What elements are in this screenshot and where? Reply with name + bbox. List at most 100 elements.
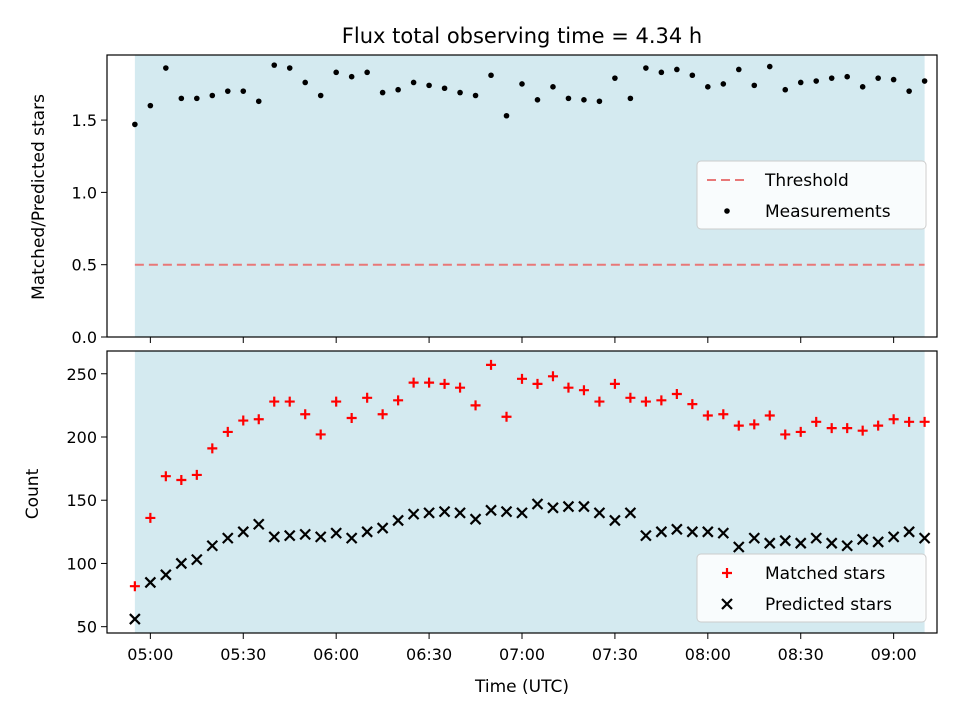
predicted-star-point bbox=[252, 518, 265, 531]
matched-star-point bbox=[609, 378, 620, 389]
legend-label: Threshold bbox=[764, 171, 849, 191]
y-tick-label: 0.5 bbox=[72, 256, 97, 275]
measurement-point bbox=[689, 72, 696, 79]
predicted-star-point bbox=[237, 526, 250, 538]
predicted-star-point bbox=[206, 539, 219, 552]
matched-star-point bbox=[253, 414, 264, 425]
y-tick-label: 50 bbox=[77, 618, 97, 637]
matched-star-point bbox=[470, 400, 481, 411]
measurement-point bbox=[534, 97, 541, 103]
predicted-star-point bbox=[268, 531, 281, 543]
predicted-star-point bbox=[655, 526, 668, 538]
x-axis-label: Time (UTC) bbox=[474, 677, 569, 697]
matched-star-point bbox=[331, 396, 342, 407]
predicted-star-point bbox=[825, 537, 838, 549]
matched-star-point bbox=[888, 414, 899, 425]
matched-star-point bbox=[640, 396, 651, 407]
measurement-point bbox=[240, 88, 247, 94]
measurement-point bbox=[797, 79, 804, 86]
measurement-point bbox=[379, 89, 386, 96]
y-tick-label: 150 bbox=[66, 491, 97, 510]
axes-frame bbox=[106, 54, 938, 338]
legend-label: Measurements bbox=[765, 202, 891, 222]
y-tick-label: 1.5 bbox=[72, 111, 97, 130]
matched-star-point bbox=[455, 382, 466, 393]
matched-star-point bbox=[873, 420, 884, 431]
matched-star-point bbox=[749, 419, 760, 430]
matched-star-point bbox=[702, 410, 713, 421]
matched-star-point bbox=[671, 388, 682, 399]
y-tick-label: 250 bbox=[66, 365, 97, 384]
matched-star-point bbox=[346, 413, 357, 424]
axes-frame bbox=[106, 350, 938, 634]
measurement-point bbox=[457, 89, 463, 96]
matched-star-point bbox=[300, 409, 311, 420]
measurement-point bbox=[426, 82, 432, 89]
predicted-star-point bbox=[531, 498, 544, 510]
matched-star-point bbox=[269, 396, 280, 407]
ratio-panel: 0.0 0.5 1.0 1.5 Threshold Measurements bbox=[72, 54, 938, 347]
measurement-point bbox=[209, 92, 216, 99]
measurement-point bbox=[317, 92, 324, 99]
measurement-point bbox=[782, 86, 789, 93]
measurement-point bbox=[286, 65, 293, 71]
matched-star-point bbox=[625, 392, 636, 403]
x-tick-label: 06:30 bbox=[406, 645, 452, 664]
matched-star-point bbox=[594, 396, 605, 407]
predicted-star-point bbox=[160, 569, 172, 581]
x-tick-label: 05:30 bbox=[220, 645, 266, 664]
predicted-star-point bbox=[361, 526, 373, 538]
predicted-star-point bbox=[671, 523, 683, 536]
count-panel: 50 100 150 200 250 05:00 05:30 06:00 06:30 07:00 0… bbox=[66, 350, 938, 664]
x-tick-label: 07:00 bbox=[499, 645, 545, 664]
matched-star-point bbox=[811, 416, 822, 427]
measurement-point bbox=[906, 88, 912, 94]
predicted-star-point bbox=[686, 526, 699, 538]
matched-star-point bbox=[857, 425, 868, 436]
measurement-point bbox=[890, 76, 897, 83]
matched-star-point bbox=[532, 378, 543, 389]
matched-star-point bbox=[145, 512, 156, 523]
matched-star-point bbox=[501, 411, 512, 422]
measurement-point bbox=[302, 79, 309, 86]
predicted-star-point bbox=[469, 513, 482, 525]
y-tick-label: 0.0 bbox=[72, 328, 97, 347]
measurement-point bbox=[627, 95, 634, 102]
predicted-star-point bbox=[856, 533, 869, 546]
matched-star-point bbox=[764, 410, 775, 421]
measurement-point bbox=[472, 92, 479, 99]
y-tick-label: 200 bbox=[66, 428, 97, 447]
predicted-star-point bbox=[593, 507, 606, 519]
measurement-point bbox=[441, 85, 448, 92]
predicted-star-point bbox=[702, 526, 714, 538]
matched-star-point bbox=[842, 423, 853, 434]
legend-box bbox=[696, 160, 927, 230]
y-axis-label-ratio: Matched/Predicted stars bbox=[29, 94, 49, 300]
measurement-point bbox=[224, 88, 231, 94]
measurement-point bbox=[859, 84, 866, 90]
y-tick-label: 100 bbox=[66, 554, 97, 573]
predicted-star-point bbox=[794, 537, 807, 549]
x-tick-label: 08:00 bbox=[685, 645, 731, 664]
predicted-star-point bbox=[500, 505, 513, 518]
measurement-point bbox=[921, 78, 928, 84]
predicted-star-point bbox=[717, 527, 730, 539]
predicted-star-point bbox=[640, 529, 652, 542]
measurement-point bbox=[132, 121, 138, 128]
predicted-star-point bbox=[748, 532, 761, 544]
matched-star-point bbox=[780, 429, 791, 440]
measurement-point bbox=[565, 95, 572, 102]
measurement-point bbox=[395, 86, 401, 93]
predicted-star-point bbox=[485, 504, 497, 517]
x-tick-label: 08:30 bbox=[778, 645, 824, 664]
measurement-point bbox=[658, 69, 665, 76]
predicted-star-point bbox=[314, 531, 327, 543]
predicted-star-point bbox=[516, 507, 528, 519]
predicted-star-point bbox=[763, 537, 776, 549]
measurement-point bbox=[503, 112, 510, 119]
predicted-star-point bbox=[578, 500, 590, 513]
matched-star-point bbox=[362, 392, 373, 403]
predicted-star-point bbox=[454, 507, 466, 519]
measurement-point bbox=[194, 95, 200, 102]
